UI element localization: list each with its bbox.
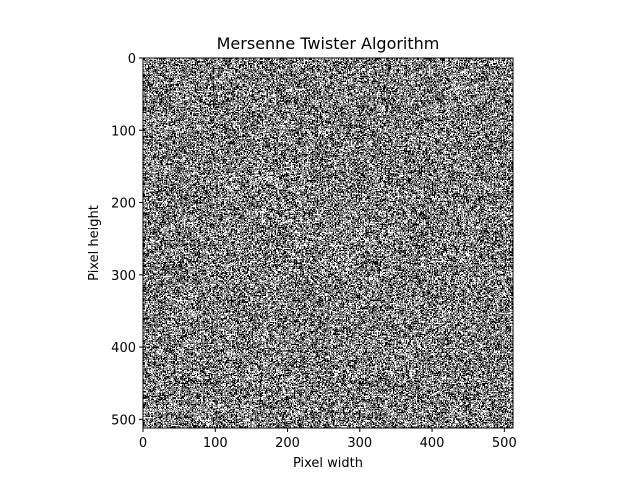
x-tick-label: 400 — [420, 436, 445, 451]
y-axis-label: Pixel height — [87, 205, 102, 281]
y-tick-label: 400 — [111, 341, 136, 356]
plot-frame — [142, 57, 514, 429]
x-tick-label: 100 — [203, 436, 228, 451]
chart-title: Mersenne Twister Algorithm — [217, 34, 440, 53]
y-tick-label: 200 — [111, 197, 136, 212]
y-tick-label: 0 — [128, 52, 136, 67]
y-axis: 0 100 200 300 400 500 — [111, 52, 143, 428]
noise-image — [143, 58, 513, 428]
plot-area — [142, 57, 514, 429]
x-tick-label: 500 — [492, 436, 517, 451]
x-tick-label: 300 — [347, 436, 372, 451]
x-axis: 0 100 200 300 400 500 — [139, 428, 517, 451]
y-tick-label: 300 — [111, 269, 136, 284]
x-tick-label: 200 — [275, 436, 300, 451]
x-tick-label: 0 — [139, 436, 147, 451]
x-axis-label: Pixel width — [293, 456, 363, 471]
y-tick-label: 500 — [111, 413, 136, 428]
y-tick-label: 100 — [111, 124, 136, 139]
